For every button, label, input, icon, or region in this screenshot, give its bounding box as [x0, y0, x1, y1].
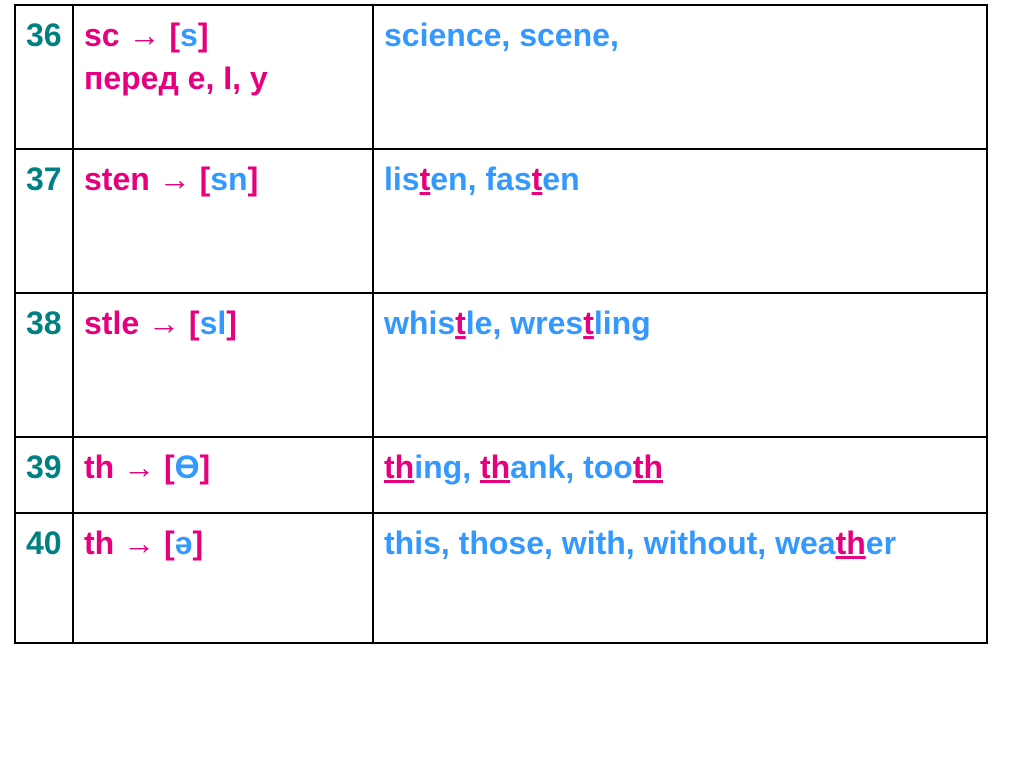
arrow-icon: → — [148, 305, 180, 341]
rule-cell: th → [ə] — [73, 513, 373, 643]
bracket-close: ] — [248, 161, 259, 197]
arrow-icon: → — [128, 17, 160, 53]
table-row: 40 th → [ə] this, those, with, without, … — [15, 513, 987, 643]
highlight-letter: t — [420, 161, 431, 197]
highlight-letter: th — [633, 449, 663, 485]
rule-letters: sc — [84, 17, 128, 53]
examples-cell: this, those, with, without, weather — [373, 513, 987, 643]
highlight-letter: t — [455, 305, 466, 341]
bracket-close: ] — [192, 525, 203, 561]
rule-cell: stle → [sl] — [73, 293, 373, 437]
highlight-letter: th — [384, 449, 414, 485]
highlight-letter: t — [583, 305, 594, 341]
phoneme: s — [180, 17, 198, 53]
example-text: ing, — [414, 449, 480, 485]
row-number: 36 — [15, 5, 73, 149]
example-text: this, those, with, without, wea — [384, 525, 836, 561]
example-text: en — [542, 161, 579, 197]
table-row: 37 sten → [sn] listen, fasten — [15, 149, 987, 293]
example-text: en, fas — [430, 161, 531, 197]
arrow-icon: → — [123, 449, 155, 485]
bracket-open: [ — [155, 525, 175, 561]
row-number: 38 — [15, 293, 73, 437]
table-container: 36 sc → [s] перед e, I, y science, scene… — [0, 0, 1024, 644]
example-text: whis — [384, 305, 455, 341]
rule-letters: stle — [84, 305, 148, 341]
phoneme: Ө — [175, 449, 200, 485]
row-number: 40 — [15, 513, 73, 643]
table-row: 38 stle → [sl] whistle, wrestling — [15, 293, 987, 437]
arrow-icon: → — [123, 525, 155, 561]
rule-condition: перед e, I, y — [84, 60, 268, 96]
phonetics-table: 36 sc → [s] перед e, I, y science, scene… — [14, 4, 988, 644]
bracket-close: ] — [198, 17, 209, 53]
table-row: 39 th → [Ө] thing, thank, tooth — [15, 437, 987, 513]
highlight-letter: t — [532, 161, 543, 197]
phoneme: sl — [200, 305, 227, 341]
example-text: er — [866, 525, 896, 561]
rule-cell: sc → [s] перед e, I, y — [73, 5, 373, 149]
example-text: science, scene, — [384, 17, 619, 53]
row-number: 39 — [15, 437, 73, 513]
example-text: ank, too — [510, 449, 633, 485]
arrow-icon: → — [159, 161, 191, 197]
rule-cell: th → [Ө] — [73, 437, 373, 513]
bracket-open: [ — [155, 449, 175, 485]
rule-cell: sten → [sn] — [73, 149, 373, 293]
bracket-close: ] — [200, 449, 211, 485]
phoneme: sn — [210, 161, 247, 197]
rule-letters: th — [84, 525, 123, 561]
example-text: le, wres — [466, 305, 583, 341]
examples-cell: thing, thank, tooth — [373, 437, 987, 513]
bracket-close: ] — [226, 305, 237, 341]
rule-letters: sten — [84, 161, 159, 197]
highlight-letter: th — [836, 525, 866, 561]
examples-cell: whistle, wrestling — [373, 293, 987, 437]
bracket-open: [ — [180, 305, 200, 341]
example-text: lis — [384, 161, 420, 197]
examples-cell: listen, fasten — [373, 149, 987, 293]
table-row: 36 sc → [s] перед e, I, y science, scene… — [15, 5, 987, 149]
bracket-open: [ — [191, 161, 211, 197]
rule-letters: th — [84, 449, 123, 485]
highlight-letter: th — [480, 449, 510, 485]
examples-cell: science, scene, — [373, 5, 987, 149]
phoneme: ə — [175, 525, 193, 561]
example-text: ling — [594, 305, 651, 341]
row-number: 37 — [15, 149, 73, 293]
bracket-open: [ — [160, 17, 180, 53]
